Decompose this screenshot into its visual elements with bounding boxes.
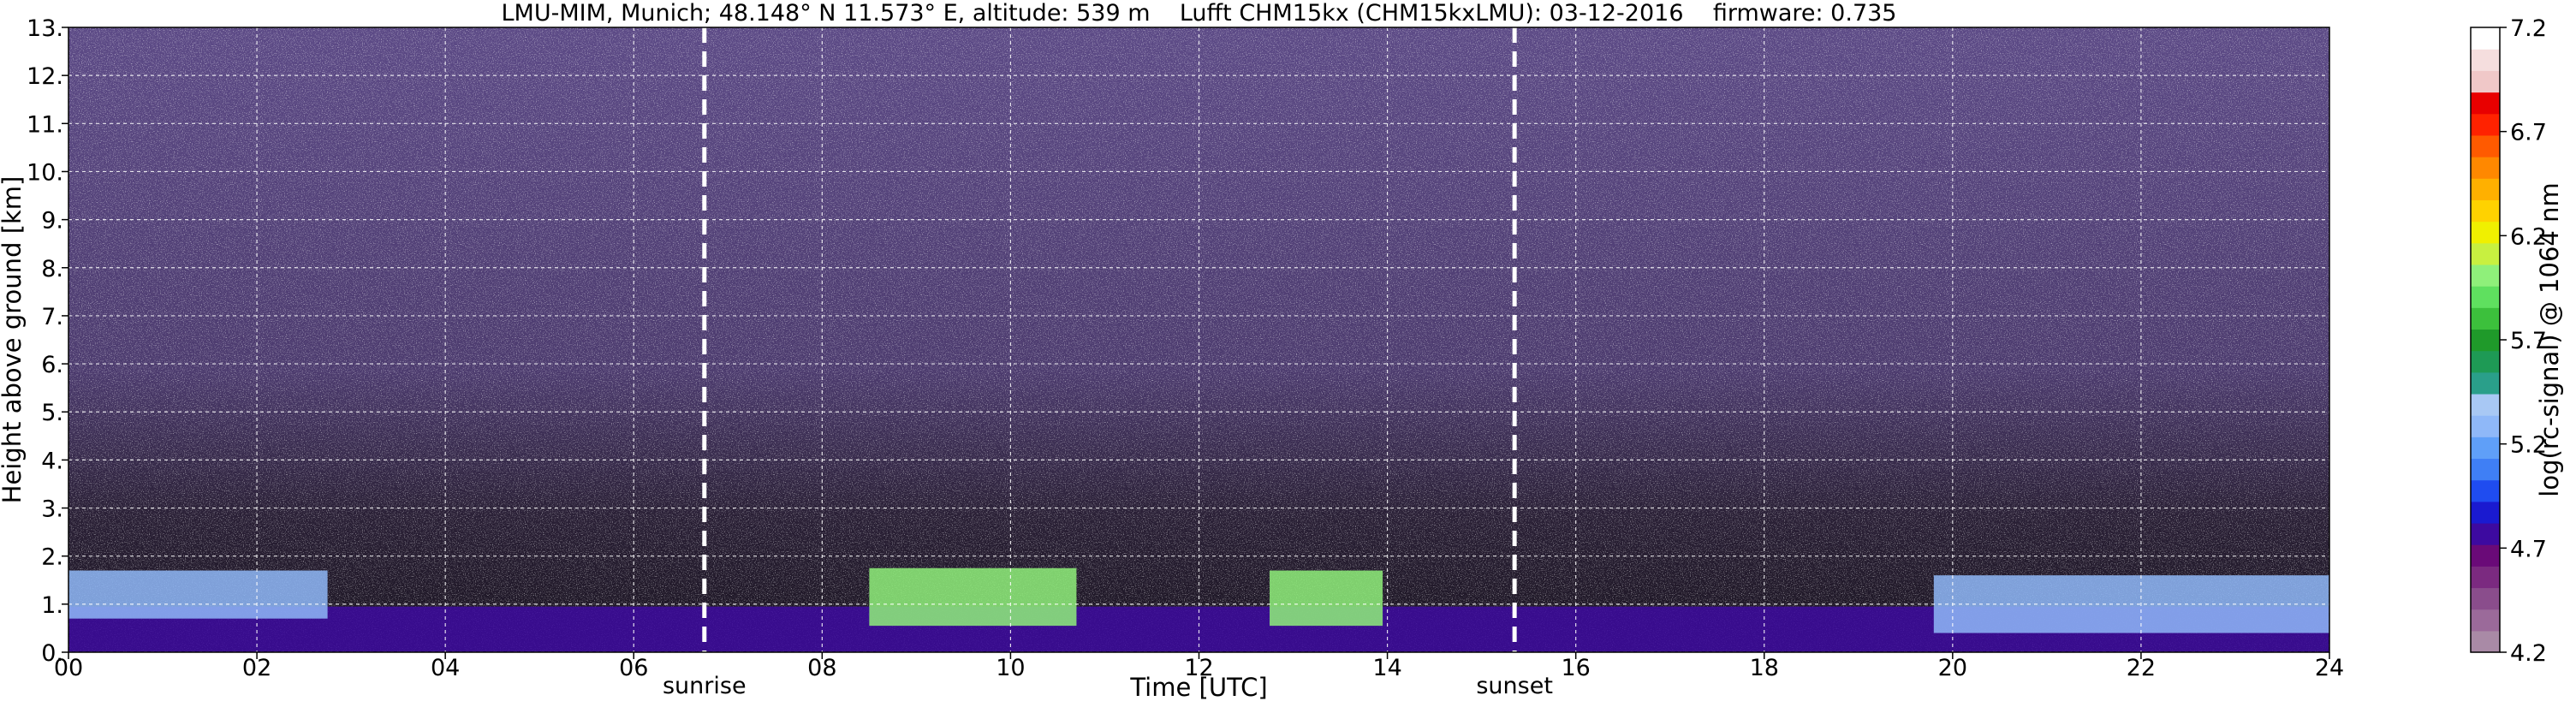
colorbar-tick-label: 6.2: [2510, 223, 2547, 250]
colorbar-tick-label: 6.7: [2510, 120, 2547, 146]
x-tick-label: 16: [1561, 655, 1590, 681]
colorbar-segment: [2471, 242, 2500, 265]
signal-layer-cloud-morning: [869, 567, 1077, 627]
colorbar-segment: [2471, 157, 2500, 179]
colorbar-segment: [2471, 178, 2500, 200]
colorbar-segment: [2471, 479, 2500, 502]
sun-markers: [702, 27, 1517, 652]
x-tick-label: 24: [2315, 655, 2344, 681]
colorbar-segment: [2471, 544, 2500, 567]
colorbar-segment: [2471, 307, 2500, 330]
colorbar-segment: [2471, 371, 2500, 395]
sun-marker-label: sunset: [1476, 673, 1553, 699]
x-tick-label: 02: [242, 655, 271, 681]
y-tick-label: 8.: [41, 256, 63, 282]
colorbar-segment: [2471, 70, 2500, 93]
colorbar-segment: [2471, 286, 2500, 308]
colorbar-segment: [2471, 329, 2500, 352]
x-tick-label: 08: [807, 655, 836, 681]
colorbar-tick-label: 7.2: [2510, 15, 2547, 42]
colorbar-tick-label: 5.7: [2510, 328, 2547, 354]
colorbar-segment: [2471, 501, 2500, 524]
x-tick-label: 20: [1938, 655, 1967, 681]
colorbar-tick-label: 5.2: [2510, 432, 2547, 459]
x-tick-label: 18: [1750, 655, 1779, 681]
sun-marker-label: sunrise: [663, 673, 747, 699]
x-tick-label: 12: [1184, 655, 1213, 681]
colorbar-segment: [2471, 587, 2500, 610]
y-tick-label: 6.: [41, 352, 63, 378]
y-tick-label: 13.: [27, 15, 63, 42]
signal-layer-cloud-midday: [1270, 570, 1383, 627]
x-axis-ticks: 00 02 04 06 08 10 12 14 16 18 20 22 24: [54, 652, 2344, 681]
colorbar-ticks: 4.2 4.7 5.2 5.7 6.2 6.7 7.2: [2500, 15, 2547, 667]
x-tick-label: 14: [1372, 655, 1401, 681]
y-tick-label: 2.: [41, 544, 63, 571]
colorbar-label: log(rc-signal) @ 1064 nm: [2535, 182, 2564, 496]
y-tick-label: 9.: [41, 208, 63, 235]
noise-texture: [68, 27, 2329, 652]
colorbar-segment: [2471, 199, 2500, 223]
colorbar-segment: [2471, 609, 2500, 632]
colorbar-segment: [2471, 522, 2500, 545]
y-tick-label: 0.: [41, 640, 63, 667]
y-tick-label: 7.: [41, 304, 63, 330]
grid: [68, 27, 2329, 652]
y-tick-label: 3.: [41, 496, 63, 523]
colorbar-segment: [2471, 437, 2500, 460]
colorbar-segment: [2471, 49, 2500, 71]
chart-title: LMU-MIM, Munich; 48.148° N 11.573° E, al…: [502, 0, 1897, 27]
colorbar-segment: [2471, 221, 2500, 244]
y-axis-ticks: 0. 1. 2. 3. 4. 5. 6. 7. 8. 9. 10. 11. 12. 13.: [27, 15, 68, 667]
colorbar-segment: [2471, 393, 2500, 416]
colorbar-segment: [2471, 27, 2500, 50]
x-axis-label: Time [UTC]: [1129, 673, 1267, 702]
x-tick-label: 10: [996, 655, 1025, 681]
colorbar-segment: [2471, 566, 2500, 589]
x-tick-label: 22: [2127, 655, 2156, 681]
x-tick-label: 04: [431, 655, 460, 681]
y-tick-label: 5.: [41, 400, 63, 426]
colorbar-tick-label: 4.7: [2510, 536, 2547, 562]
y-tick-label: 12.: [27, 63, 63, 90]
x-tick-label: 00: [54, 655, 83, 681]
colorbar-segment: [2471, 113, 2500, 136]
colorbar: [2470, 27, 2501, 653]
plot-area: [68, 27, 2329, 652]
x-tick-label: 06: [619, 655, 648, 681]
y-tick-label: 10.: [27, 159, 63, 186]
colorbar-segment: [2471, 630, 2500, 653]
colorbar-tick-label: 4.2: [2510, 640, 2547, 667]
sun-marker-labels: sunrise sunset: [663, 673, 1553, 699]
colorbar-segment: [2471, 92, 2500, 115]
colorbar-segment: [2471, 350, 2500, 373]
colorbar-segment: [2471, 415, 2500, 437]
colorbar-segment: [2471, 134, 2500, 157]
signal-layer-morning-layer: [68, 570, 328, 619]
colorbar-segment: [2471, 458, 2500, 481]
colorbar-segment: [2471, 264, 2500, 287]
y-tick-label: 4.: [41, 448, 63, 474]
y-tick-label: 1.: [41, 592, 63, 619]
y-tick-label: 11.: [27, 111, 63, 138]
y-axis-label: Height above ground [km]: [0, 176, 27, 504]
